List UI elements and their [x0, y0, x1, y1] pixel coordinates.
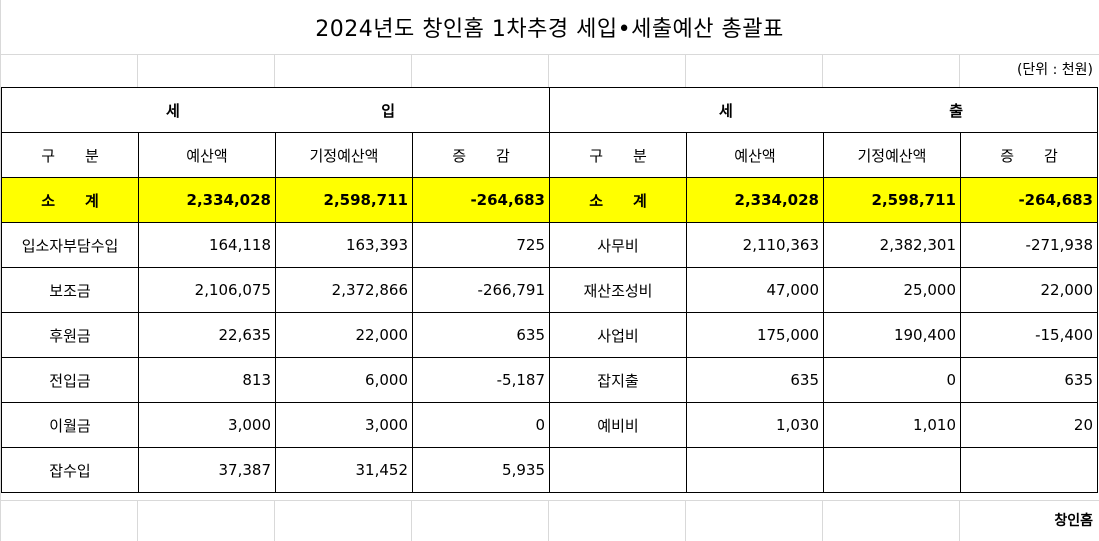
- rev-item-name: 입소자부담수입: [1, 222, 139, 268]
- column-header-row: 구 분 예산액 기정예산액 증 감 구 분 예산액 기정예산액 증 감: [1, 132, 1098, 178]
- table-row: 보조금 2,106,075 2,372,866 -266,791 재산조성비 4…: [1, 267, 1098, 313]
- exp-item-budget: 1,030: [686, 402, 824, 448]
- table-row: 잡수입 37,387 31,452 5,935: [1, 447, 1098, 493]
- unit-label: (단위 : 천원): [1016, 62, 1093, 78]
- table-row: 전입금 813 6,000 -5,187 잡지출 635 0 635: [1, 357, 1098, 403]
- exp-item-prev: 1,010: [823, 402, 961, 448]
- exp-item-name: 잡지출: [549, 357, 687, 403]
- exp-item-prev: [823, 447, 961, 493]
- revenue-header-char-1: 세: [166, 101, 180, 120]
- exp-col-change: 증 감: [960, 132, 1098, 178]
- rev-item-change: 635: [412, 312, 550, 358]
- revenue-section-header: 세 입: [1, 87, 550, 133]
- rev-subtotal-prev: 2,598,711: [275, 177, 413, 223]
- exp-subtotal-label: 소 계: [549, 177, 687, 223]
- exp-item-name: 재산조성비: [549, 267, 687, 313]
- exp-item-change: [960, 447, 1098, 493]
- exp-item-prev: 2,382,301: [823, 222, 961, 268]
- expense-header-char-2: 출: [949, 101, 963, 120]
- exp-subtotal-budget: 2,334,028: [686, 177, 824, 223]
- exp-item-change: 20: [960, 402, 1098, 448]
- rev-item-budget: 164,118: [138, 222, 276, 268]
- rev-item-name: 후원금: [1, 312, 139, 358]
- subtotal-row: 소 계 2,334,028 2,598,711 -264,683 소 계 2,3…: [1, 177, 1098, 223]
- exp-item-budget: 175,000: [686, 312, 824, 358]
- exp-item-budget: 635: [686, 357, 824, 403]
- rev-item-budget: 22,635: [138, 312, 276, 358]
- table-row: 이월금 3,000 3,000 0 예비비 1,030 1,010 20: [1, 402, 1098, 448]
- exp-item-name: 사무비: [549, 222, 687, 268]
- rev-item-prev: 3,000: [275, 402, 413, 448]
- rev-subtotal-budget: 2,334,028: [138, 177, 276, 223]
- rev-col-prev-budget: 기정예산액: [275, 132, 413, 178]
- rev-subtotal-label: 소 계: [1, 177, 139, 223]
- organization-signature: 창인홈: [1054, 513, 1093, 529]
- rev-item-prev: 22,000: [275, 312, 413, 358]
- exp-item-change: 635: [960, 357, 1098, 403]
- rev-item-name: 전입금: [1, 357, 139, 403]
- exp-col-prev-budget: 기정예산액: [823, 132, 961, 178]
- rev-item-prev: 163,393: [275, 222, 413, 268]
- rev-item-budget: 3,000: [138, 402, 276, 448]
- exp-subtotal-change: -264,683: [960, 177, 1098, 223]
- exp-item-budget: [686, 447, 824, 493]
- expense-section-header: 세 출: [549, 87, 1098, 133]
- rev-col-change: 증 감: [412, 132, 550, 178]
- exp-item-prev: 25,000: [823, 267, 961, 313]
- rev-item-change: 5,935: [412, 447, 550, 493]
- table-row: 후원금 22,635 22,000 635 사업비 175,000 190,40…: [1, 312, 1098, 358]
- table-row: 입소자부담수입 164,118 163,393 725 사무비 2,110,36…: [1, 222, 1098, 268]
- page-title: 2024년도 창인홈 1차추경 세입•세출예산 총괄표: [315, 17, 784, 42]
- exp-item-prev: 0: [823, 357, 961, 403]
- exp-item-change: -15,400: [960, 312, 1098, 358]
- budget-summary-table: 세 입 세 출 구 분 예산액 기정예산액 증 감 구 분 예산액 기정예산액 …: [1, 87, 1098, 493]
- rev-item-name: 이월금: [1, 402, 139, 448]
- rev-item-name: 보조금: [1, 267, 139, 313]
- rev-item-budget: 37,387: [138, 447, 276, 493]
- expense-header-char-1: 세: [719, 101, 733, 120]
- exp-item-name: [549, 447, 687, 493]
- exp-item-change: -271,938: [960, 222, 1098, 268]
- rev-item-name: 잡수입: [1, 447, 139, 493]
- rev-subtotal-change: -264,683: [412, 177, 550, 223]
- rev-item-change: -266,791: [412, 267, 550, 313]
- exp-item-change: 22,000: [960, 267, 1098, 313]
- rev-item-prev: 2,372,866: [275, 267, 413, 313]
- exp-item-budget: 2,110,363: [686, 222, 824, 268]
- rev-item-change: 0: [412, 402, 550, 448]
- exp-item-name: 예비비: [549, 402, 687, 448]
- exp-subtotal-prev: 2,598,711: [823, 177, 961, 223]
- exp-col-budget: 예산액: [686, 132, 824, 178]
- rev-item-budget: 813: [138, 357, 276, 403]
- rev-item-change: -5,187: [412, 357, 550, 403]
- revenue-header-char-2: 입: [381, 101, 395, 120]
- rev-item-budget: 2,106,075: [138, 267, 276, 313]
- exp-col-category: 구 분: [549, 132, 687, 178]
- rev-col-budget: 예산액: [138, 132, 276, 178]
- rev-item-prev: 6,000: [275, 357, 413, 403]
- rev-item-prev: 31,452: [275, 447, 413, 493]
- section-header-row: 세 입 세 출: [1, 87, 1098, 133]
- rev-item-change: 725: [412, 222, 550, 268]
- exp-item-name: 사업비: [549, 312, 687, 358]
- exp-item-prev: 190,400: [823, 312, 961, 358]
- rev-col-category: 구 분: [1, 132, 139, 178]
- exp-item-budget: 47,000: [686, 267, 824, 313]
